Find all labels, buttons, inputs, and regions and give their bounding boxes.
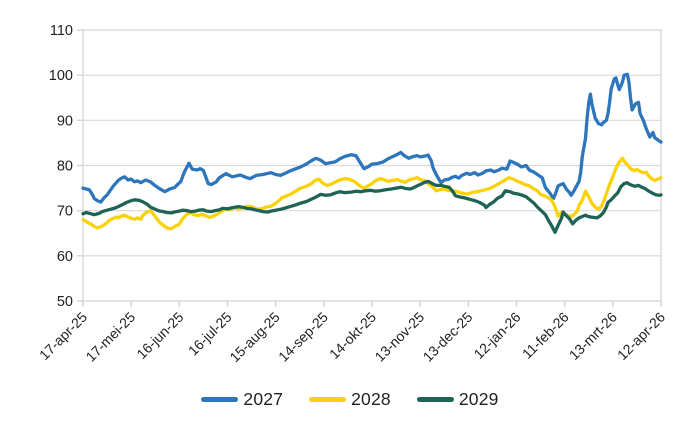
legend-swatch-2028: [309, 396, 347, 402]
x-tick-label: 16-jul-25: [185, 309, 235, 359]
x-tick-label: 15-aug-25: [226, 309, 283, 366]
y-tick-label: 100: [49, 68, 73, 84]
legend-label: 2028: [351, 388, 391, 409]
series-line-2027: [81, 72, 663, 204]
y-tick-label: 90: [57, 113, 73, 129]
x-tick-label: 16-jun-25: [133, 309, 186, 362]
legend-item-2028: 2028: [309, 389, 391, 410]
x-tick-label: 14-sep-25: [275, 309, 331, 365]
y-tick-label: 60: [57, 249, 73, 265]
series-line-2028: [81, 156, 663, 231]
chart-legend: 2027 2028 2029: [0, 383, 700, 415]
y-tick-label: 70: [57, 204, 73, 220]
x-tick-label: 13-mrt-26: [566, 309, 620, 363]
x-tick-label: 17-apr-25: [36, 309, 90, 363]
legend-item-2027: 2027: [201, 389, 283, 410]
x-tick-label: 17-mei-25: [82, 309, 138, 365]
series-line-2029: [81, 179, 663, 234]
legend-item-2029: 2029: [416, 388, 499, 410]
chart-canvas: 50 60 70 80 90 100 110 17-apr-2517-mei-2516-jun…: [36, 23, 668, 366]
line-chart: 50 60 70 80 90 100 110 17-apr-25 17-mei-25 16-jun…: [36, 23, 668, 366]
legend-swatch-2027: [201, 396, 239, 402]
legend-label: 2029: [458, 388, 499, 409]
x-tick-label: 11-feb-26: [519, 309, 572, 362]
legend-label: 2027: [243, 388, 284, 409]
y-tick-label: 80: [57, 159, 73, 175]
x-tick-label: 12-jan-26: [470, 309, 523, 362]
y-tick-label: 50: [57, 294, 73, 310]
x-tick-label: 12-apr-26: [614, 309, 668, 363]
legend-swatch-2029: [416, 396, 454, 402]
x-tick-label: 13-dec-25: [420, 309, 476, 365]
x-tick-label: 13-nov-25: [371, 309, 427, 365]
y-tick-label: 110: [50, 23, 73, 39]
